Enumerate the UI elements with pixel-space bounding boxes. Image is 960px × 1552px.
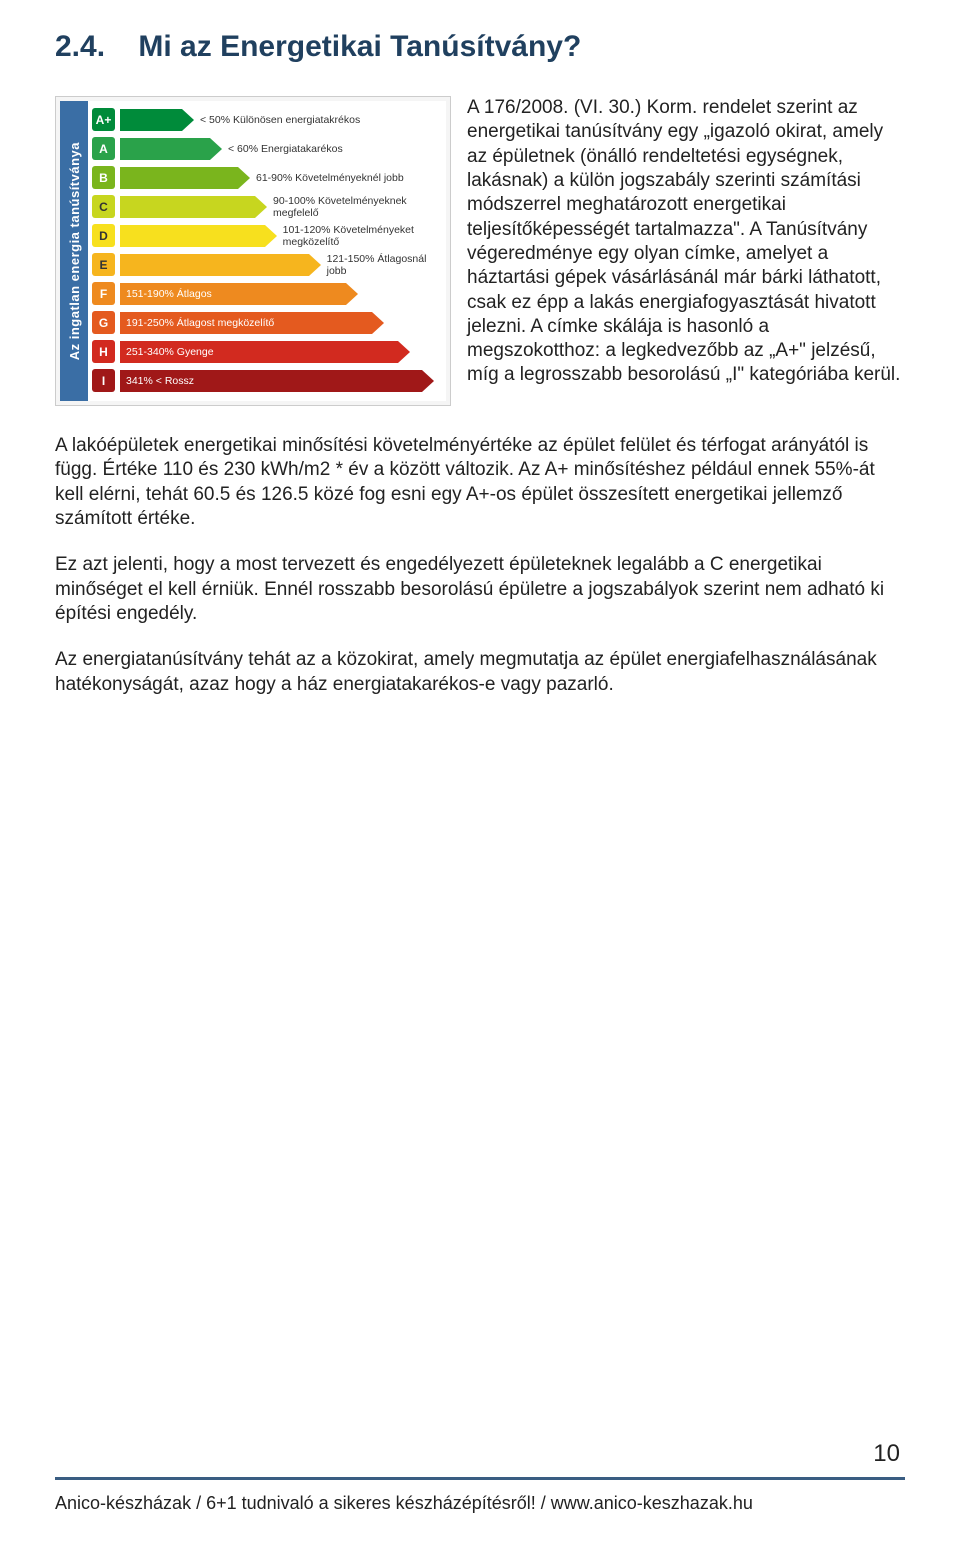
cert-row: G 191-250% Átlagost megközelítő: [92, 309, 442, 336]
cert-arrow-body: [120, 225, 265, 247]
cert-arrow-tip: [372, 312, 384, 334]
cert-row: B 61-90% Követelményeknél jobb: [92, 164, 442, 191]
cert-side-label-bg: Az ingatlan energia tanúsítványa: [60, 101, 88, 401]
section-heading: 2.4. Mi az Energetikai Tanúsítvány?: [55, 30, 905, 64]
cert-arrow-tip: [309, 254, 321, 276]
cert-row: C 90-100% Követelményeknek megfelelő: [92, 193, 442, 220]
cert-arrow: 121-150% Átlagosnál jobb: [120, 254, 442, 276]
cert-arrow: < 60% Energiatakarékos: [120, 138, 343, 160]
cert-arrow: < 50% Különösen energiatakrékos: [120, 109, 360, 131]
energy-certificate-chart: Az ingatlan energia tanúsítványa A+ < 50%…: [55, 96, 451, 406]
cert-letter: I: [92, 369, 115, 392]
cert-inner: Az ingatlan energia tanúsítványa A+ < 50%…: [60, 101, 446, 401]
cert-arrow: 101-120% Követelményeket megközelítő: [120, 225, 442, 247]
cert-arrow-body: 251-340% Gyenge: [120, 341, 398, 363]
cert-row-label: 191-250% Átlagost megközelítő: [126, 317, 274, 329]
cert-arrow: 61-90% Követelményeknél jobb: [120, 167, 404, 189]
cert-arrow-body: 191-250% Átlagost megközelítő: [120, 312, 372, 334]
cert-arrow-body: 341% < Rossz: [120, 370, 422, 392]
cert-arrow: 251-340% Gyenge: [120, 341, 410, 363]
cert-arrow: 151-190% Átlagos: [120, 283, 358, 305]
cert-arrow-body: [120, 138, 210, 160]
cert-row: D 101-120% Követelményeket megközelítő: [92, 222, 442, 249]
cert-letter: A+: [92, 108, 115, 131]
cert-letter: C: [92, 195, 115, 218]
cert-arrow-body: 151-190% Átlagos: [120, 283, 346, 305]
content-wrapper: Az ingatlan energia tanúsítványa A+ < 50%…: [55, 96, 905, 412]
cert-row-label: 121-150% Átlagosnál jobb: [327, 253, 442, 277]
cert-arrow-body: [120, 254, 309, 276]
cert-letter: D: [92, 224, 115, 247]
cert-rows-container: A+ < 50% Különösen energiatakrékos A < 60% …: [88, 101, 446, 401]
cert-arrow: 341% < Rossz: [120, 370, 434, 392]
cert-row-label: 90-100% Követelményeknek megfelelő: [273, 195, 442, 219]
paragraph-3: Ez azt jelenti, hogy a most tervezett és…: [55, 553, 905, 626]
cert-arrow-body: [120, 167, 238, 189]
cert-arrow: 191-250% Átlagost megközelítő: [120, 312, 384, 334]
cert-arrow-tip: [255, 196, 267, 218]
cert-arrow-tip: [422, 370, 434, 392]
footer-separator: [55, 1477, 905, 1480]
paragraph-4: Az energiatanúsítvány tehát az a közokir…: [55, 648, 905, 697]
cert-row-label: < 60% Energiatakarékos: [228, 143, 343, 155]
cert-letter: A: [92, 137, 115, 160]
cert-letter: G: [92, 311, 115, 334]
cert-letter: E: [92, 253, 115, 276]
cert-row: E 121-150% Átlagosnál jobb: [92, 251, 442, 278]
cert-row-label: 341% < Rossz: [126, 375, 194, 387]
cert-row: H 251-340% Gyenge: [92, 338, 442, 365]
cert-letter: H: [92, 340, 115, 363]
cert-arrow: 90-100% Követelményeknek megfelelő: [120, 196, 442, 218]
cert-row-label: 251-340% Gyenge: [126, 346, 214, 358]
cert-arrow-tip: [346, 283, 358, 305]
cert-arrow-tip: [265, 225, 277, 247]
cert-letter: B: [92, 166, 115, 189]
cert-arrow-body: [120, 109, 182, 131]
cert-arrow-tip: [210, 138, 222, 160]
cert-row-label: < 50% Különösen energiatakrékos: [200, 114, 360, 126]
cert-row-label: 101-120% Követelményeket megközelítő: [283, 224, 442, 248]
page-number: 10: [873, 1440, 900, 1468]
cert-arrow-body: [120, 196, 255, 218]
cert-arrow-tip: [238, 167, 250, 189]
section-title-text: Mi az Energetikai Tanúsítvány?: [138, 30, 581, 63]
cert-side-label: Az ingatlan energia tanúsítványa: [67, 142, 82, 360]
cert-row-label: 61-90% Követelményeknél jobb: [256, 172, 404, 184]
cert-row: A+ < 50% Különösen energiatakrékos: [92, 106, 442, 133]
cert-row-label: 151-190% Átlagos: [126, 288, 212, 300]
footer-text: Anico-készházak / 6+1 tudnivaló a sikere…: [55, 1493, 753, 1514]
section-number: 2.4.: [55, 30, 105, 63]
cert-arrow-tip: [182, 109, 194, 131]
paragraph-2: A lakóépületek energetikai minősítési kö…: [55, 434, 905, 531]
cert-letter: F: [92, 282, 115, 305]
cert-row: F 151-190% Átlagos: [92, 280, 442, 307]
cert-arrow-tip: [398, 341, 410, 363]
cert-row: I 341% < Rossz: [92, 367, 442, 394]
cert-row: A < 60% Energiatakarékos: [92, 135, 442, 162]
